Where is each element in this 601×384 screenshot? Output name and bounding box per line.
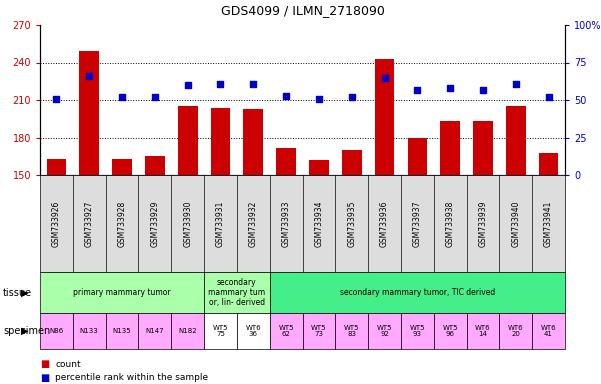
Point [544, 94, 554, 100]
Text: GSM733935: GSM733935 [347, 200, 356, 247]
Text: secondary mammary tumor, TIC derived: secondary mammary tumor, TIC derived [340, 288, 495, 297]
Text: percentile rank within the sample: percentile rank within the sample [55, 373, 208, 382]
Text: GSM733941: GSM733941 [544, 200, 553, 247]
Text: WT5
96: WT5 96 [442, 325, 458, 337]
Point [117, 94, 127, 100]
Text: WT5
73: WT5 73 [311, 325, 327, 337]
Text: primary mammary tumor: primary mammary tumor [73, 288, 171, 297]
Text: WT5
93: WT5 93 [410, 325, 425, 337]
Point [183, 82, 192, 88]
Point [412, 86, 422, 93]
Text: GSM733939: GSM733939 [478, 200, 487, 247]
Point [445, 85, 455, 91]
Bar [374, 59, 394, 175]
Text: GSM733931: GSM733931 [216, 200, 225, 247]
Text: secondary
mammary tum
or, lin- derived: secondary mammary tum or, lin- derived [209, 278, 266, 307]
Text: WT5
75: WT5 75 [213, 325, 228, 337]
Text: WT6
41: WT6 41 [541, 325, 557, 337]
Text: GSM733933: GSM733933 [282, 200, 291, 247]
Bar [538, 152, 558, 175]
Text: N135: N135 [113, 328, 132, 334]
Bar [342, 150, 362, 175]
Bar [309, 160, 329, 175]
Text: ▶: ▶ [21, 288, 29, 298]
Point [511, 80, 520, 86]
Text: WT5
83: WT5 83 [344, 325, 359, 337]
Text: N147: N147 [145, 328, 164, 334]
Bar [243, 109, 263, 175]
Bar [473, 121, 493, 175]
Text: N86: N86 [49, 328, 64, 334]
Text: GSM733936: GSM733936 [380, 200, 389, 247]
Point [248, 80, 258, 86]
Text: WT6
36: WT6 36 [245, 325, 261, 337]
Point [216, 80, 225, 86]
Text: specimen: specimen [3, 326, 50, 336]
Point [380, 74, 389, 81]
Point [281, 93, 291, 99]
Text: GSM733937: GSM733937 [413, 200, 422, 247]
Text: N182: N182 [178, 328, 197, 334]
Text: count: count [55, 360, 81, 369]
Text: ▶: ▶ [21, 326, 29, 336]
Text: tissue: tissue [3, 288, 32, 298]
Bar [79, 51, 99, 175]
Text: GSM733927: GSM733927 [85, 200, 94, 247]
Text: WT5
62: WT5 62 [278, 325, 294, 337]
Text: ■: ■ [40, 359, 49, 369]
Text: GSM733934: GSM733934 [314, 200, 323, 247]
Text: WT5
92: WT5 92 [377, 325, 392, 337]
Text: GDS4099 / ILMN_2718090: GDS4099 / ILMN_2718090 [221, 4, 385, 17]
Point [314, 96, 324, 102]
Point [84, 73, 94, 79]
Text: GSM733926: GSM733926 [52, 200, 61, 247]
Point [478, 86, 488, 93]
Text: GSM733938: GSM733938 [446, 200, 454, 247]
Bar [506, 106, 526, 175]
Bar [145, 156, 165, 175]
Bar [210, 108, 230, 175]
Text: GSM733930: GSM733930 [183, 200, 192, 247]
Text: N133: N133 [80, 328, 99, 334]
Text: GSM733940: GSM733940 [511, 200, 520, 247]
Text: ■: ■ [40, 373, 49, 383]
Bar [441, 121, 460, 175]
Bar [178, 106, 198, 175]
Point [150, 94, 160, 100]
Bar [276, 147, 296, 175]
Text: GSM733929: GSM733929 [150, 200, 159, 247]
Text: GSM733932: GSM733932 [249, 200, 258, 247]
Bar [407, 137, 427, 175]
Text: GSM733928: GSM733928 [118, 200, 127, 247]
Point [347, 94, 356, 100]
Point [52, 96, 61, 102]
Text: WT6
14: WT6 14 [475, 325, 491, 337]
Bar [112, 159, 132, 175]
Bar [46, 159, 66, 175]
Text: WT6
20: WT6 20 [508, 325, 523, 337]
